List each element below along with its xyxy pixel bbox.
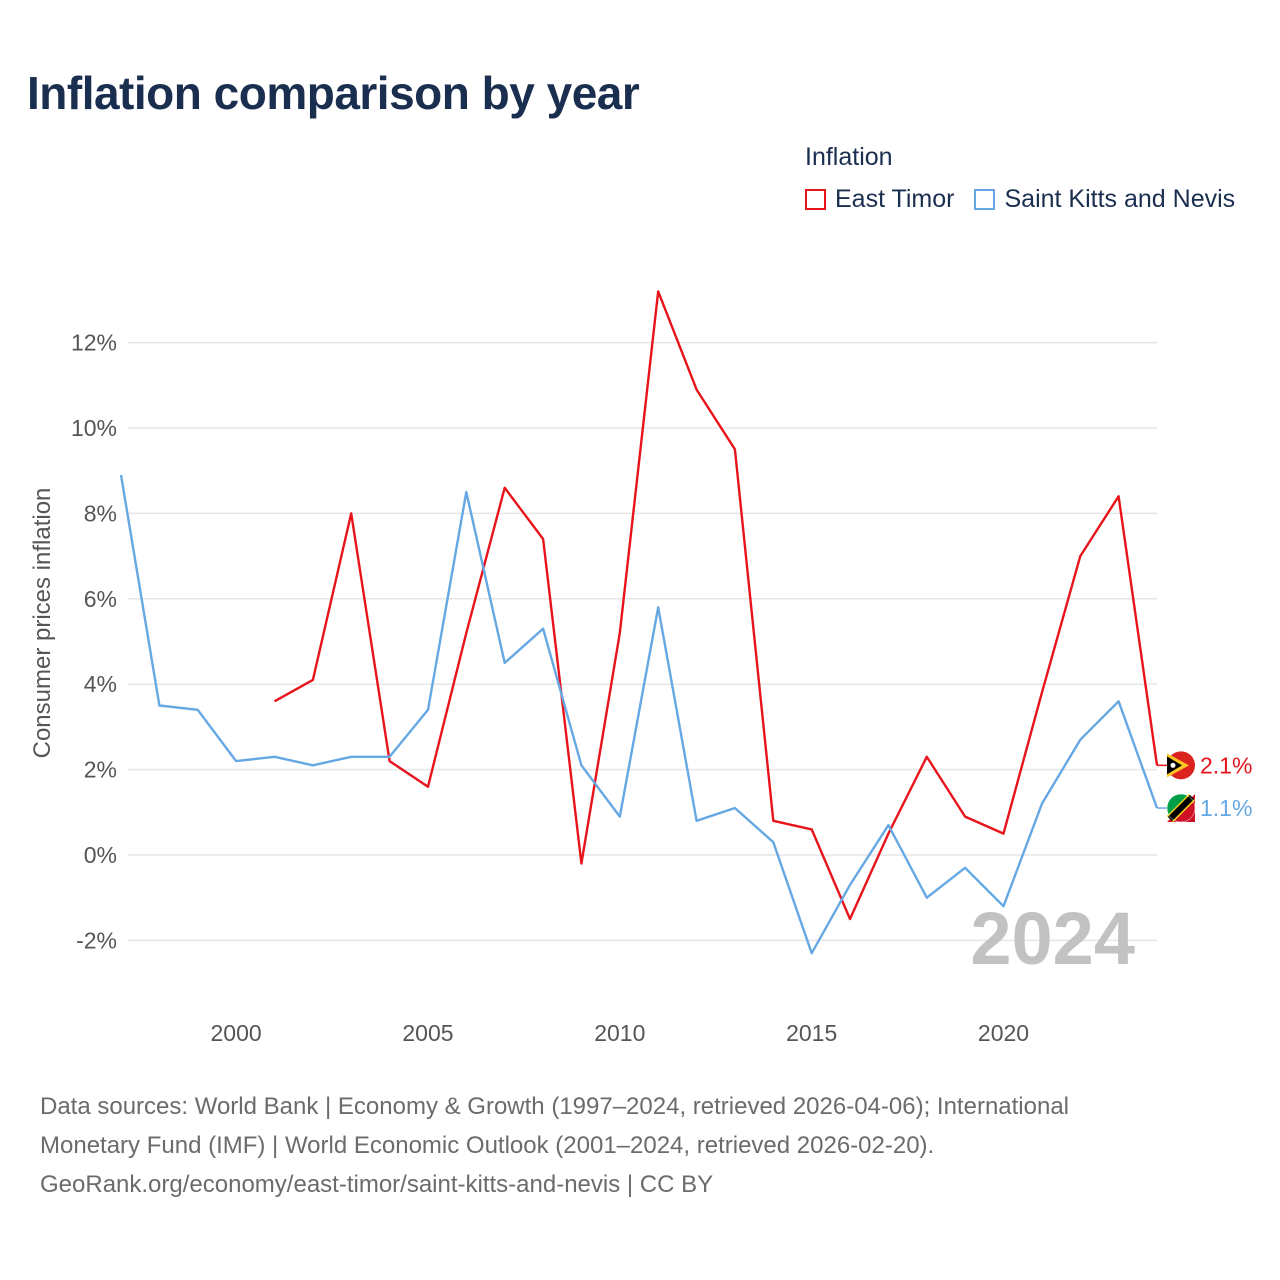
flag-east-timor-icon [1167,751,1195,780]
footer-line-2: Monetary Fund (IMF) | World Economic Out… [40,1132,935,1159]
x-tick-label: 2015 [786,1020,837,1046]
end-value-label: 2.1% [1200,752,1252,778]
y-tick-label: 12% [71,330,117,356]
y-axis-label: Consumer prices inflation [29,488,56,759]
legend-item-saint-kitts-and-nevis[interactable]: Saint Kitts and Nevis [974,185,1235,214]
legend: East Timor Saint Kitts and Nevis [805,185,1255,214]
legend-title: Inflation [805,143,893,171]
legend-label-east-timor: East Timor [835,185,955,213]
y-tick-label: 6% [84,586,117,612]
footer-line-1: Data sources: World Bank | Economy & Gro… [40,1093,1070,1120]
series-line-east-timor[interactable] [273,290,1159,921]
series-line-saint-kitts-and-nevis[interactable] [119,474,1159,955]
x-tick-label: 2020 [978,1020,1029,1046]
y-tick-label: -2% [76,927,117,953]
legend-label-saint-kitts-and-nevis: Saint Kitts and Nevis [1004,185,1236,213]
year-watermark: 2024 [970,897,1135,980]
x-tick-label: 2010 [594,1020,645,1046]
footer-sources: Data sources: World Bank | Economy & Gro… [40,1087,1240,1204]
y-tick-label: 10% [71,415,117,441]
y-tick-label: 4% [84,671,117,697]
legend-swatch-east-timor [805,189,826,210]
line-chart: -2% 0% 2% 4% 6% 8% 10% 12% 2000 2005 2010 2015 2020… [29,290,1252,1046]
chart-title: Inflation comparison by year [27,67,640,119]
x-tick-label: 2000 [211,1020,262,1046]
y-tick-label: 2% [84,757,117,783]
legend-swatch-saint-kitts-and-nevis [974,189,996,210]
legend-item-east-timor[interactable]: East Timor [805,185,954,214]
y-tick-label: 0% [84,842,117,868]
x-tick-label: 2005 [402,1020,453,1046]
y-tick-label: 8% [84,500,117,526]
footer-line-3[interactable]: GeoRank.org/economy/east-timor/saint-kit… [40,1171,714,1198]
end-value-label: 1.1% [1200,795,1252,821]
flag-saint-kitts-and-nevis-icon [1166,793,1196,823]
